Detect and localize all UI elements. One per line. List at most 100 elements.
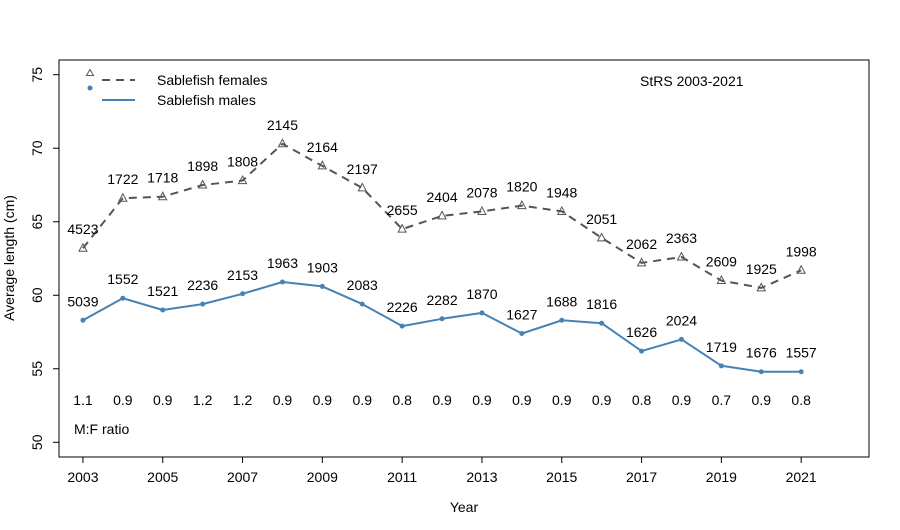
point-female-2007 bbox=[237, 175, 248, 185]
point-male-2016 bbox=[599, 320, 605, 326]
count-label-female-2017: 2062 bbox=[626, 236, 657, 252]
count-label-female-2012: 2404 bbox=[426, 189, 457, 205]
ratio-label-2003: 1.1 bbox=[73, 392, 93, 408]
point-female-2014 bbox=[517, 200, 527, 210]
point-male-2010 bbox=[359, 301, 365, 307]
point-male-2008 bbox=[279, 279, 285, 285]
point-male-2020 bbox=[758, 369, 764, 375]
x-axis-title: Year bbox=[450, 499, 479, 515]
count-label-female-2005: 1718 bbox=[147, 170, 178, 186]
point-female-2004 bbox=[118, 192, 128, 202]
count-label-male-2017: 1626 bbox=[626, 324, 657, 340]
ratio-labels: 1.1 0.9 0.9 1.2 1.2 0.9 0.9 0.9 0.8 0.9 0.9 0.9 0.9 0… bbox=[73, 392, 811, 408]
count-label-female-2016: 2051 bbox=[586, 211, 617, 227]
point-female-2017 bbox=[636, 257, 647, 267]
point-female-2018 bbox=[676, 251, 687, 261]
count-label-male-2005: 1521 bbox=[147, 283, 178, 299]
y-tick-label-75: 75 bbox=[29, 67, 45, 83]
point-female-2008 bbox=[277, 138, 288, 148]
count-label-male-2011: 2226 bbox=[387, 299, 418, 315]
count-label-female-2014: 1820 bbox=[506, 179, 537, 195]
count-label-female-2020: 1925 bbox=[746, 261, 777, 277]
count-label-male-2006: 2236 bbox=[187, 277, 218, 293]
ratio-label-2012: 0.9 bbox=[432, 392, 452, 408]
x-tick-label-2013: 2013 bbox=[466, 469, 497, 485]
point-female-2021 bbox=[796, 264, 807, 274]
x-tick-label-2015: 2015 bbox=[546, 469, 577, 485]
x-tick-label-2009: 2009 bbox=[307, 469, 338, 485]
ratio-label-2014: 0.9 bbox=[512, 392, 532, 408]
y-tick-label-50: 50 bbox=[29, 434, 45, 450]
count-label-female-2019: 2609 bbox=[706, 254, 737, 270]
count-label-male-2004: 1552 bbox=[107, 271, 138, 287]
point-female-2005 bbox=[157, 191, 168, 201]
x-tick-label-2003: 2003 bbox=[67, 469, 98, 485]
ratio-label-2009: 0.9 bbox=[313, 392, 333, 408]
point-male-2021 bbox=[798, 369, 804, 375]
point-female-2020 bbox=[756, 282, 767, 292]
point-male-2017 bbox=[639, 348, 645, 354]
count-label-female-2021: 1998 bbox=[786, 243, 817, 259]
point-male-2005 bbox=[160, 307, 166, 313]
count-label-female-2003: 4523 bbox=[67, 221, 98, 237]
count-label-female-2006: 1898 bbox=[187, 158, 218, 174]
count-label-male-2015: 1688 bbox=[546, 293, 577, 309]
y-tick-label-65: 65 bbox=[29, 214, 45, 230]
ratio-label-2021: 0.8 bbox=[791, 392, 811, 408]
point-male-2009 bbox=[319, 283, 325, 289]
point-male-2007 bbox=[240, 291, 246, 297]
count-label-female-2008: 2145 bbox=[267, 117, 298, 133]
count-label-male-2019: 1719 bbox=[706, 339, 737, 355]
y-axis-title: Average length (cm) bbox=[1, 195, 17, 321]
count-label-female-2015: 1948 bbox=[546, 184, 577, 200]
count-label-female-2009: 2164 bbox=[307, 139, 338, 155]
x-axis: 2003 2005 2007 2009 2011 2013 2015 2017 2019 2021 bbox=[67, 457, 817, 485]
ratio-label-2019: 0.7 bbox=[712, 392, 732, 408]
point-female-2003 bbox=[78, 242, 88, 252]
ratio-label-2018: 0.9 bbox=[672, 392, 692, 408]
point-male-2015 bbox=[559, 317, 565, 323]
x-tick-label-2007: 2007 bbox=[227, 469, 258, 485]
legend-female-marker bbox=[85, 68, 95, 76]
ratio-label-2017: 0.8 bbox=[632, 392, 652, 408]
count-label-female-2004: 1722 bbox=[107, 171, 138, 187]
ratio-label-2011: 0.8 bbox=[392, 392, 412, 408]
count-label-female-2018: 2363 bbox=[666, 230, 697, 246]
count-label-male-2014: 1627 bbox=[506, 306, 537, 322]
count-label-male-2010: 2083 bbox=[347, 277, 378, 293]
x-tick-label-2021: 2021 bbox=[786, 469, 817, 485]
ratio-label-2016: 0.9 bbox=[592, 392, 612, 408]
y-tick-label-55: 55 bbox=[29, 361, 45, 377]
legend-female-label: Sablefish females bbox=[157, 72, 268, 88]
point-female-2012 bbox=[437, 210, 447, 220]
count-label-female-2011: 2655 bbox=[387, 202, 418, 218]
count-label-male-2020: 1676 bbox=[746, 345, 777, 361]
legend-male-label: Sablefish males bbox=[157, 92, 256, 108]
point-female-2006 bbox=[197, 179, 208, 189]
x-tick-label-2019: 2019 bbox=[706, 469, 737, 485]
point-male-2006 bbox=[200, 301, 206, 307]
ratio-label-2010: 0.9 bbox=[353, 392, 373, 408]
count-labels: 4523 1722 1718 1898 1808 2145 2164 2197 2655 2404… bbox=[67, 117, 817, 361]
point-male-2013 bbox=[479, 310, 485, 316]
count-label-female-2013: 2078 bbox=[466, 184, 497, 200]
ratio-label-2008: 0.9 bbox=[273, 392, 293, 408]
ratio-label-2013: 0.9 bbox=[472, 392, 492, 408]
point-female-2019 bbox=[716, 274, 727, 285]
ratio-heading: M:F ratio bbox=[74, 421, 129, 437]
series-line-female bbox=[82, 142, 802, 289]
point-male-2018 bbox=[678, 336, 684, 342]
point-female-2011 bbox=[397, 223, 407, 233]
x-tick-label-2011: 2011 bbox=[387, 469, 417, 485]
count-label-male-2007: 2153 bbox=[227, 267, 258, 283]
y-tick-label-70: 70 bbox=[29, 140, 45, 156]
point-female-2009 bbox=[317, 160, 328, 170]
plot-frame bbox=[58, 59, 870, 458]
count-label-male-2021: 1557 bbox=[786, 345, 817, 361]
legend-male-marker bbox=[87, 85, 93, 91]
count-label-male-2012: 2282 bbox=[426, 292, 457, 308]
y-tick-label-60: 60 bbox=[29, 287, 45, 303]
point-female-2010 bbox=[357, 182, 368, 192]
count-label-male-2016: 1816 bbox=[586, 296, 617, 312]
